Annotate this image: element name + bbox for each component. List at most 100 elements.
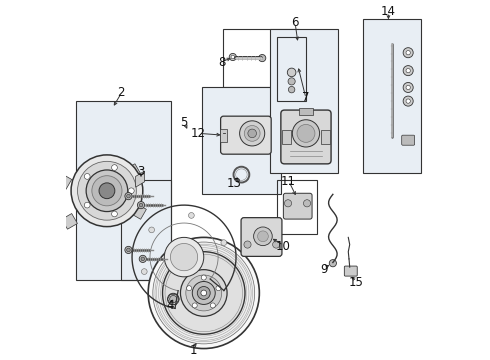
Circle shape [258, 231, 269, 242]
Bar [223, 30, 299, 87]
Circle shape [139, 255, 147, 262]
Circle shape [139, 203, 143, 207]
Circle shape [149, 227, 154, 233]
Bar [277, 180, 317, 234]
Text: 1: 1 [189, 344, 197, 357]
Bar [220, 129, 227, 141]
Circle shape [99, 183, 115, 199]
Circle shape [92, 176, 122, 206]
Bar [299, 108, 313, 116]
Circle shape [287, 68, 296, 77]
Circle shape [125, 193, 132, 200]
Text: 6: 6 [292, 16, 299, 29]
Circle shape [125, 246, 132, 253]
Circle shape [141, 257, 145, 261]
Circle shape [231, 55, 235, 59]
Circle shape [180, 270, 227, 316]
Circle shape [112, 165, 117, 170]
Circle shape [403, 96, 413, 106]
Text: 9: 9 [320, 263, 328, 276]
Circle shape [403, 82, 413, 93]
Bar [125, 164, 141, 180]
Circle shape [128, 188, 134, 194]
Bar [62, 213, 77, 229]
FancyBboxPatch shape [283, 193, 312, 219]
Bar [122, 180, 172, 280]
Circle shape [171, 243, 197, 271]
Circle shape [288, 78, 295, 85]
Circle shape [71, 155, 143, 226]
Circle shape [289, 86, 295, 93]
Circle shape [403, 66, 413, 76]
Bar [270, 30, 338, 173]
Circle shape [197, 287, 210, 300]
Circle shape [192, 303, 197, 308]
Bar [321, 130, 330, 144]
Circle shape [248, 129, 256, 138]
Circle shape [201, 290, 207, 296]
Circle shape [210, 303, 215, 308]
Circle shape [245, 126, 260, 141]
Circle shape [272, 241, 280, 248]
Circle shape [77, 161, 136, 220]
Circle shape [254, 227, 272, 246]
Polygon shape [136, 171, 145, 187]
Text: 5: 5 [180, 116, 188, 129]
Circle shape [244, 241, 251, 248]
Bar [76, 101, 172, 280]
Circle shape [84, 202, 90, 208]
Circle shape [406, 85, 410, 90]
Circle shape [126, 248, 130, 252]
Circle shape [153, 242, 255, 344]
Bar [56, 174, 72, 189]
Text: 8: 8 [218, 56, 225, 69]
FancyBboxPatch shape [402, 135, 415, 145]
Text: 10: 10 [275, 240, 290, 253]
Circle shape [403, 48, 413, 58]
Circle shape [148, 237, 259, 348]
Circle shape [285, 200, 292, 207]
Circle shape [170, 296, 177, 303]
Circle shape [86, 170, 128, 212]
Circle shape [192, 282, 215, 305]
Bar [131, 204, 147, 219]
Circle shape [259, 54, 266, 62]
Circle shape [229, 53, 236, 60]
FancyBboxPatch shape [220, 116, 271, 154]
FancyBboxPatch shape [344, 266, 357, 276]
Circle shape [406, 68, 410, 73]
Text: 4: 4 [166, 299, 173, 312]
Circle shape [201, 275, 206, 280]
Circle shape [168, 293, 179, 305]
Bar [277, 37, 306, 101]
FancyBboxPatch shape [281, 110, 331, 164]
Circle shape [329, 260, 337, 267]
Circle shape [163, 252, 245, 334]
Text: 14: 14 [381, 5, 396, 18]
Circle shape [189, 212, 194, 218]
Text: 2: 2 [118, 86, 125, 99]
Circle shape [142, 269, 147, 274]
Circle shape [293, 120, 319, 147]
FancyBboxPatch shape [241, 218, 282, 256]
Circle shape [137, 202, 145, 209]
Circle shape [186, 275, 221, 311]
Text: 7: 7 [302, 91, 310, 104]
Bar [364, 19, 421, 173]
Circle shape [165, 254, 243, 332]
Circle shape [187, 286, 192, 291]
Circle shape [297, 125, 315, 142]
Circle shape [406, 50, 410, 55]
Circle shape [164, 237, 204, 277]
Text: 15: 15 [349, 276, 364, 289]
Circle shape [221, 240, 227, 246]
Text: 3: 3 [137, 165, 145, 177]
Text: 12: 12 [191, 127, 206, 140]
Circle shape [112, 211, 117, 217]
Circle shape [126, 194, 130, 198]
Text: 11: 11 [281, 175, 295, 188]
Circle shape [216, 286, 221, 291]
Bar [202, 87, 281, 194]
Circle shape [84, 174, 90, 179]
Circle shape [406, 99, 410, 103]
